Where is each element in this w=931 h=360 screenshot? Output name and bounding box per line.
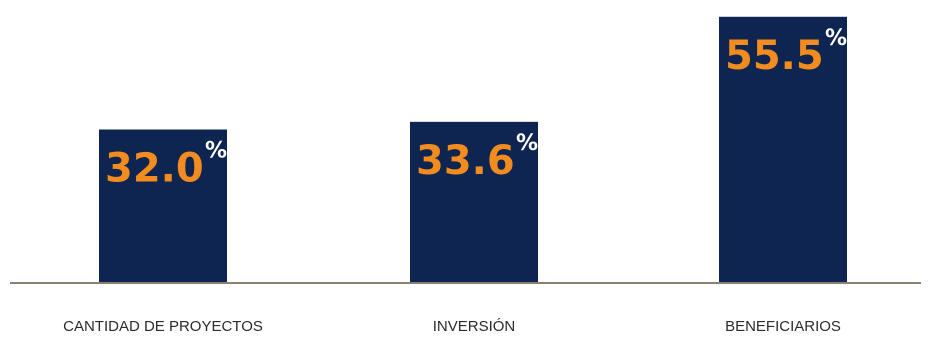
category-label-2: INVERSIÓN [433,318,516,335]
data-label-value: 32.0 [105,146,204,192]
data-label-2: 33.6% [416,131,538,184]
bar-3 [719,16,847,283]
data-label-3: 55.5% [725,26,847,79]
data-label-unit: % [825,26,847,51]
category-label-1: CANTIDAD DE PROYECTOS [63,318,263,335]
bars: 32.0% 33.6 %55.5% [99,16,847,284]
bar-2 [410,121,538,284]
category-labels: CANTIDAD DE PROYECTOS INVERSIÓN BENEFICIAR… [63,318,841,335]
data-label-value: 55.5 [725,33,824,79]
data-label-value: 33.6 [416,138,515,184]
category-label-3: BENEFICIARIOS [725,318,841,335]
data-label-1: 32.0% [105,139,227,192]
data-label-unit: % [205,139,227,164]
data-label-unit: % [516,131,538,156]
bar-1 [99,129,227,283]
